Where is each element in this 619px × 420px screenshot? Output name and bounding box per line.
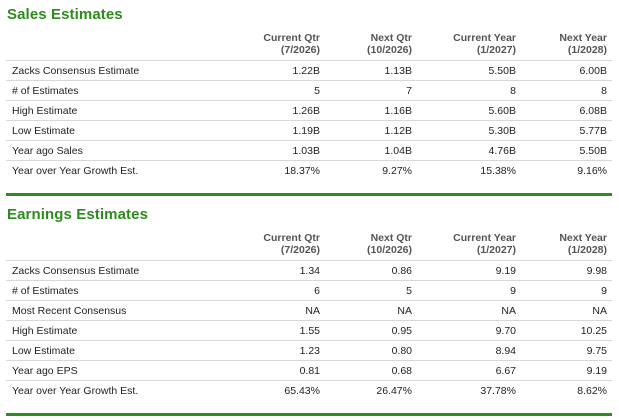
table-cell: 1.16B [384, 105, 412, 117]
row-label: Low Estimate [12, 125, 76, 137]
table-row: Low Estimate 1.19B 1.12B 5.30B 5.77B [6, 120, 612, 141]
earnings-estimates-title: Earnings Estimates [7, 206, 149, 223]
row-label: High Estimate [12, 325, 78, 337]
table-cell: 5 [314, 85, 320, 97]
row-label: Year ago Sales [12, 145, 83, 157]
table-row: # of Estimates 5 7 8 8 [6, 80, 612, 101]
table-cell: 26.47% [376, 385, 412, 397]
table-cell: 0.68 [391, 365, 412, 377]
table-cell: 8 [510, 85, 516, 97]
table-cell: 5.30B [488, 125, 516, 137]
table-cell: 9.19 [495, 265, 516, 277]
table-cell: 9.70 [495, 325, 516, 337]
table-cell: 8.62% [577, 385, 607, 397]
sales-col-next-qtr: Next Qtr (10/2026) [367, 32, 412, 56]
table-cell: 65.43% [284, 385, 320, 397]
table-cell: 6.00B [579, 65, 607, 77]
table-cell: 7 [406, 85, 412, 97]
table-cell: 1.12B [384, 125, 412, 137]
table-cell: 0.95 [391, 325, 412, 337]
sales-col-current-qtr: Current Qtr (7/2026) [263, 32, 320, 56]
sales-col-next-year: Next Year (1/2028) [559, 32, 607, 56]
table-cell: 0.81 [299, 365, 320, 377]
table-cell: 6 [314, 285, 320, 297]
table-cell: 8.94 [495, 345, 516, 357]
table-cell: 6.08B [579, 105, 607, 117]
table-cell: 1.03B [292, 145, 320, 157]
table-cell: 9.16% [577, 165, 607, 177]
row-label: # of Estimates [12, 285, 79, 297]
row-label: Low Estimate [12, 345, 76, 357]
table-cell: 1.13B [384, 65, 412, 77]
table-row: Year ago Sales 1.03B 1.04B 4.76B 5.50B [6, 140, 612, 161]
table-cell: NA [305, 305, 320, 317]
sales-table-header: Current Qtr (7/2026) Next Qtr (10/2026) Cu… [6, 32, 612, 68]
row-label: Year over Year Growth Est. [12, 165, 139, 177]
table-cell: 6.67 [495, 365, 516, 377]
row-label: Year ago EPS [12, 365, 78, 377]
table-cell: 5.77B [579, 125, 607, 137]
row-label: Most Recent Consensus [12, 305, 127, 317]
earnings-col-next-qtr: Next Qtr (10/2026) [367, 232, 412, 256]
table-row: Low Estimate 1.23 0.80 8.94 9.75 [6, 340, 612, 361]
earnings-table-header: Current Qtr (7/2026) Next Qtr (10/2026) Cu… [6, 232, 612, 268]
row-label: Zacks Consensus Estimate [12, 265, 140, 277]
table-cell: 1.19B [292, 125, 320, 137]
earnings-col-current-year: Current Year (1/2027) [453, 232, 516, 256]
table-cell: 10.25 [580, 325, 607, 337]
sales-col-current-year: Current Year (1/2027) [453, 32, 516, 56]
table-row: Year over Year Growth Est. 18.37% 9.27% 15.… [6, 160, 612, 181]
table-cell: 1.04B [384, 145, 412, 157]
table-cell: 15.38% [480, 165, 516, 177]
table-cell: 9.19 [586, 365, 607, 377]
table-cell: 1.55 [299, 325, 320, 337]
table-cell: 1.26B [292, 105, 320, 117]
table-cell: 0.86 [391, 265, 412, 277]
table-row: Zacks Consensus Estimate 1.22B 1.13B 5.50B 6… [6, 60, 612, 81]
table-cell: 9.98 [586, 265, 607, 277]
table-row: # of Estimates 6 5 9 9 [6, 280, 612, 301]
table-row: Most Recent Consensus NA NA NA NA [6, 300, 612, 321]
earnings-col-next-year: Next Year (1/2028) [559, 232, 607, 256]
table-row: High Estimate 1.26B 1.16B 5.60B 6.08B [6, 100, 612, 121]
row-label: Zacks Consensus Estimate [12, 65, 140, 77]
table-cell: 5.60B [488, 105, 516, 117]
earnings-estimates-section: Earnings Estimates Current Qtr (7/2026) N… [6, 196, 612, 420]
table-cell: 5 [406, 285, 412, 297]
table-row: Year ago EPS 0.81 0.68 6.67 9.19 [6, 360, 612, 381]
earnings-col-current-qtr: Current Qtr (7/2026) [263, 232, 320, 256]
table-cell: 8 [601, 85, 607, 97]
table-cell: NA [592, 305, 607, 317]
table-cell: 9.75 [586, 345, 607, 357]
table-cell: 9.27% [382, 165, 412, 177]
table-cell: 5.50B [488, 65, 516, 77]
table-cell: 18.37% [284, 165, 320, 177]
sales-estimates-section: Sales Estimates Current Qtr (7/2026) Next… [6, 0, 612, 196]
table-cell: 9 [510, 285, 516, 297]
table-cell: 1.34 [299, 265, 320, 277]
earnings-bottom-rule [6, 413, 612, 416]
table-cell: NA [501, 305, 516, 317]
table-cell: 4.76B [488, 145, 516, 157]
table-row: High Estimate 1.55 0.95 9.70 10.25 [6, 320, 612, 341]
table-cell: 1.23 [299, 345, 320, 357]
table-cell: 9 [601, 285, 607, 297]
table-cell: NA [397, 305, 412, 317]
table-cell: 37.78% [480, 385, 516, 397]
sales-estimates-title: Sales Estimates [7, 6, 123, 23]
row-label: # of Estimates [12, 85, 79, 97]
table-row: Year over Year Growth Est. 65.43% 26.47% 37… [6, 380, 612, 401]
table-cell: 5.50B [579, 145, 607, 157]
table-cell: 0.80 [391, 345, 412, 357]
row-label: High Estimate [12, 105, 78, 117]
row-label: Year over Year Growth Est. [12, 385, 139, 397]
sales-bottom-rule [6, 193, 612, 196]
table-row: Zacks Consensus Estimate 1.34 0.86 9.19 9.98 [6, 260, 612, 281]
table-cell: 1.22B [292, 65, 320, 77]
